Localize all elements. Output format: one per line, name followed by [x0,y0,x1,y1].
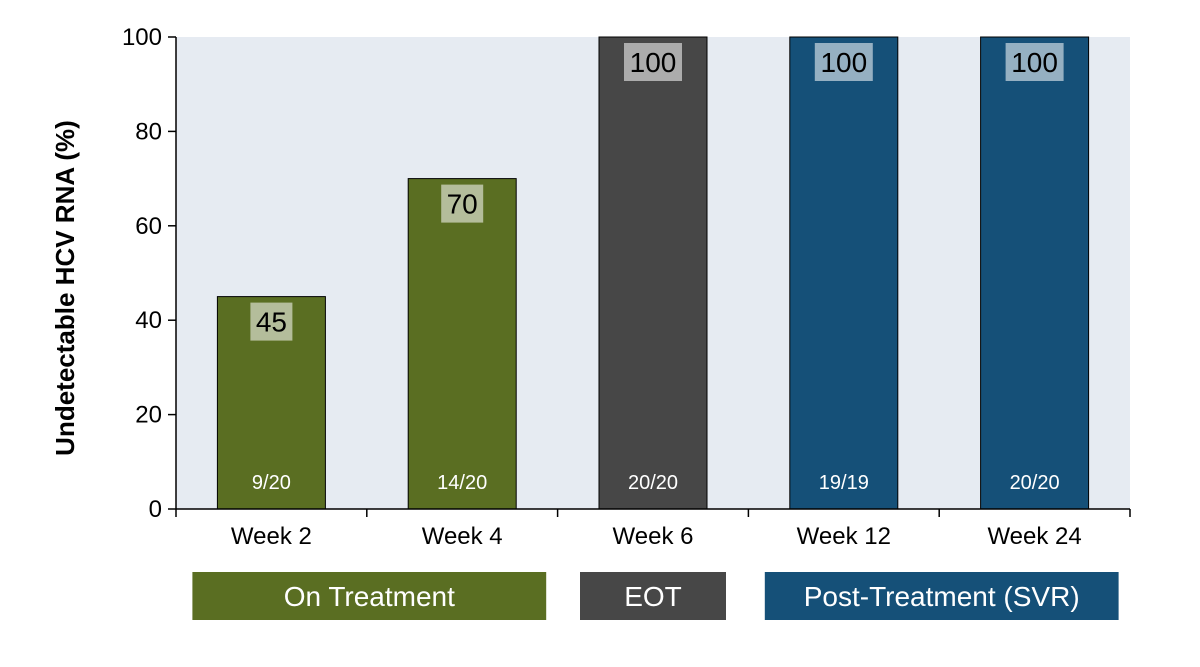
bar-week-6 [598,36,708,510]
value-label-box [250,302,293,341]
value-label: 45 [256,307,287,338]
y-tick-label: 0 [149,496,162,523]
x-tick-label: Week 6 [613,523,694,550]
x-tick-label: Week 24 [987,523,1081,550]
value-label-box [814,43,873,81]
value-label: 100 [630,47,677,78]
group-box [192,572,547,620]
bar-week-24 [980,36,1090,510]
y-tick-label: 60 [135,213,162,240]
x-tick-label: Week 2 [231,523,312,550]
y-tick-label: 100 [122,24,162,51]
value-label-box [624,43,682,81]
group-label: EOT [624,581,682,612]
value-label-box [1005,43,1064,81]
x-tick-label: Week 12 [797,523,891,550]
group-label: Post-Treatment (SVR) [804,581,1080,612]
y-tick-label: 40 [135,307,162,334]
fraction-label: 14/20 [437,472,487,494]
bar-week-12 [789,36,899,510]
bar-week-4 [407,178,517,510]
value-label: 100 [820,47,867,78]
y-tick-label: 80 [135,118,162,145]
value-label: 100 [1011,47,1058,78]
y-axis-label: Undetectable HCV RNA (%) [50,120,80,456]
fraction-label: 20/20 [628,472,678,494]
fraction-label: 9/20 [252,472,291,494]
fraction-label: 20/20 [1010,472,1060,494]
y-tick-label: 20 [135,402,162,429]
x-tick-label: Week 4 [422,523,503,550]
fraction-label: 19/19 [819,472,869,494]
value-label-box [441,184,484,223]
group-box [580,572,726,620]
group-box [764,572,1119,620]
value-label: 70 [447,189,478,220]
group-label: On Treatment [284,581,455,612]
